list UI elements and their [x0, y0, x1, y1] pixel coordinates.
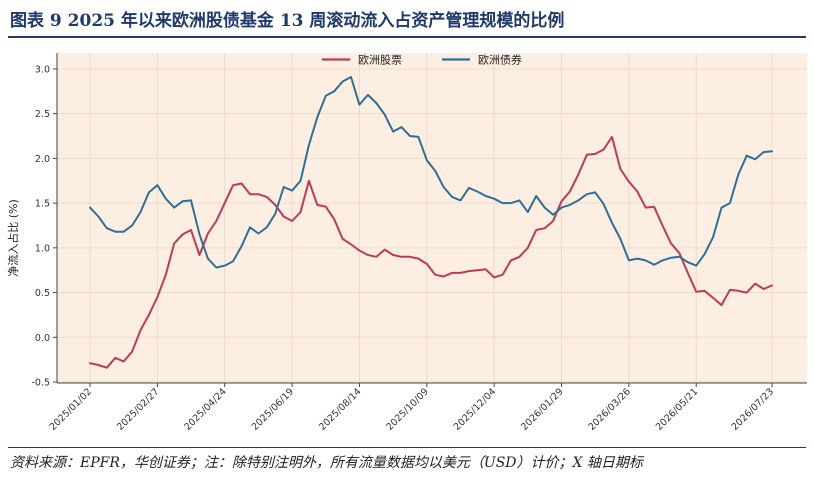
gridlines — [57, 53, 807, 383]
legend-label-bonds: 欧洲债券 — [478, 53, 522, 67]
x-tick-label: 2025/02/27 — [115, 386, 162, 433]
y-tick-label: 3.0 — [35, 64, 50, 75]
chart-title: 图表 9 2025 年以来欧洲股债基金 13 周滚动流入占资产管理规模的比例 — [10, 11, 565, 31]
x-axis: 2025/01/02 2025/02/27 2025/04/24 2025/06/19… — [48, 383, 777, 433]
x-tick-label: 2025/06/19 — [250, 386, 297, 433]
y-tick-label: 2.5 — [35, 109, 50, 120]
plot-area — [57, 53, 807, 383]
x-tick-label: 2026/01/29 — [519, 386, 566, 433]
x-tick-label: 2025/12/04 — [452, 386, 499, 433]
title-rule — [8, 36, 806, 38]
footnote-rule — [8, 447, 806, 448]
x-tick-label: 2025/10/09 — [384, 386, 431, 433]
y-tick-label: 0.5 — [35, 288, 50, 299]
series-lines — [89, 76, 773, 369]
y-tick-label: 2.0 — [35, 154, 50, 165]
y-axis-label: 净流入占比 (%) — [6, 199, 20, 277]
source-footnote: 资料来源：EPFR，华创证券；注：除特别注明外，所有流量数据均以美元（USD）计… — [10, 455, 643, 471]
y-tick-label: -0.5 — [31, 378, 50, 389]
x-tick-label: 2025/01/02 — [48, 386, 95, 433]
x-tick-label: 2026/07/23 — [730, 386, 777, 433]
x-tick-label: 2026/05/21 — [654, 386, 701, 433]
legend: 欧洲股票 欧洲债券 — [322, 53, 522, 67]
legend-label-stocks: 欧洲股票 — [358, 54, 402, 67]
y-tick-label: 0.0 — [35, 333, 50, 344]
y-axis: 3.0 2.5 2.0 1.5 1.0 0.5 0.0 -0.5 — [31, 64, 57, 389]
y-tick-label: 1.5 — [35, 199, 50, 210]
x-tick-label: 2026/03/26 — [586, 386, 633, 433]
y-tick-label: 1.0 — [35, 243, 50, 254]
x-tick-label: 2025/04/24 — [182, 386, 229, 433]
x-tick-label: 2025/08/14 — [317, 386, 364, 433]
series-line-bonds — [89, 76, 773, 269]
line-chart: 3.02.52.01.51.00.50.0-0.5 2025/01/02 2025… — [6, 53, 807, 433]
